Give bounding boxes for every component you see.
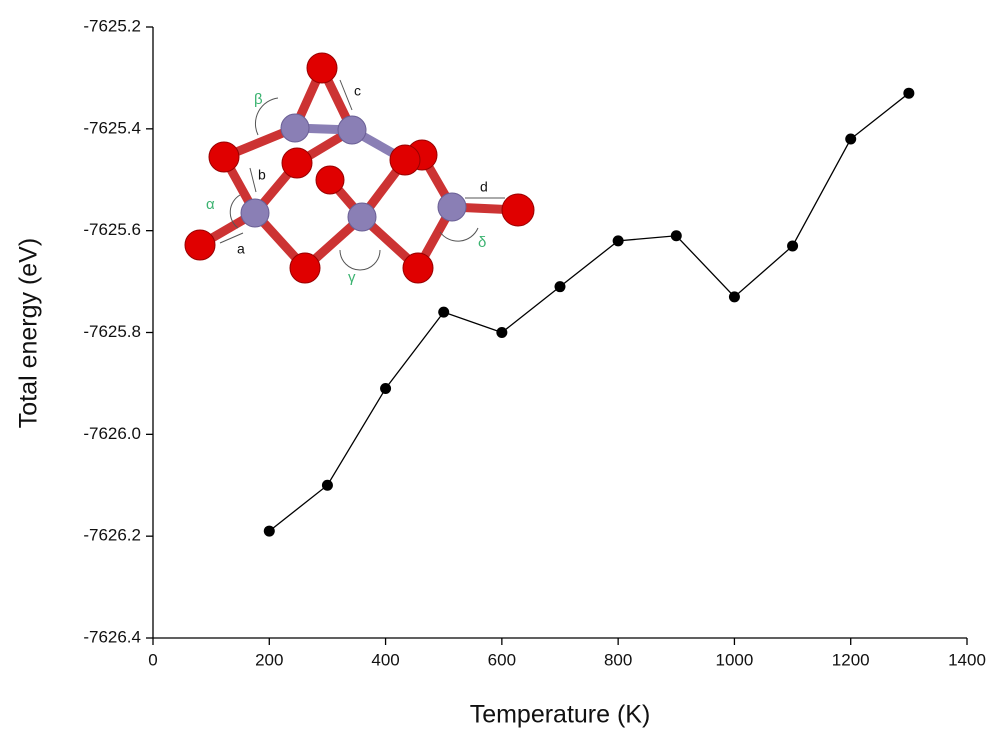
data-point — [787, 240, 798, 251]
y-tick-label: -7625.8 — [83, 322, 141, 341]
angle-label: β — [254, 91, 263, 108]
y-tick-label: -7625.2 — [83, 16, 141, 35]
data-point — [671, 230, 682, 241]
data-point — [496, 327, 507, 338]
data-point — [380, 383, 391, 394]
x-tick-label: 1000 — [716, 650, 754, 669]
x-tick-label: 600 — [488, 650, 516, 669]
series-line — [269, 93, 909, 531]
data-point — [729, 291, 740, 302]
angle-label: γ — [348, 269, 356, 286]
x-tick-label: 200 — [255, 650, 283, 669]
molecule-inset: a b c d α β γ δ — [185, 53, 534, 286]
data-point — [613, 235, 624, 246]
data-point — [903, 88, 914, 99]
data-point — [264, 526, 275, 537]
data-point — [845, 134, 856, 145]
bond-label: a — [237, 241, 245, 257]
x-tick-label: 1400 — [948, 650, 986, 669]
x-tick-label: 400 — [371, 650, 399, 669]
y-tick-label: -7626.2 — [83, 526, 141, 545]
y-tick-label: -7625.4 — [83, 118, 141, 137]
chart: a b c d α β γ δ Temperature (K) Total en… — [0, 0, 994, 729]
y-tick-label: -7626.0 — [83, 424, 141, 443]
x-axis-label: Temperature (K) — [470, 701, 651, 729]
x-tick-label: 800 — [604, 650, 632, 669]
bond-label: c — [354, 83, 361, 99]
bond-label: d — [480, 179, 488, 195]
x-tick-label: 0 — [148, 650, 157, 669]
data-point — [322, 480, 333, 491]
y-tick-label: -7625.6 — [83, 220, 141, 239]
bond-label: b — [258, 167, 266, 183]
angle-label: δ — [478, 234, 486, 251]
y-axis-label: Total energy (eV) — [15, 238, 43, 428]
y-tick-label: -7626.4 — [83, 627, 141, 646]
data-point — [555, 281, 566, 292]
data-point — [438, 307, 449, 318]
x-tick-label: 1200 — [832, 650, 870, 669]
angle-label: α — [206, 196, 215, 213]
